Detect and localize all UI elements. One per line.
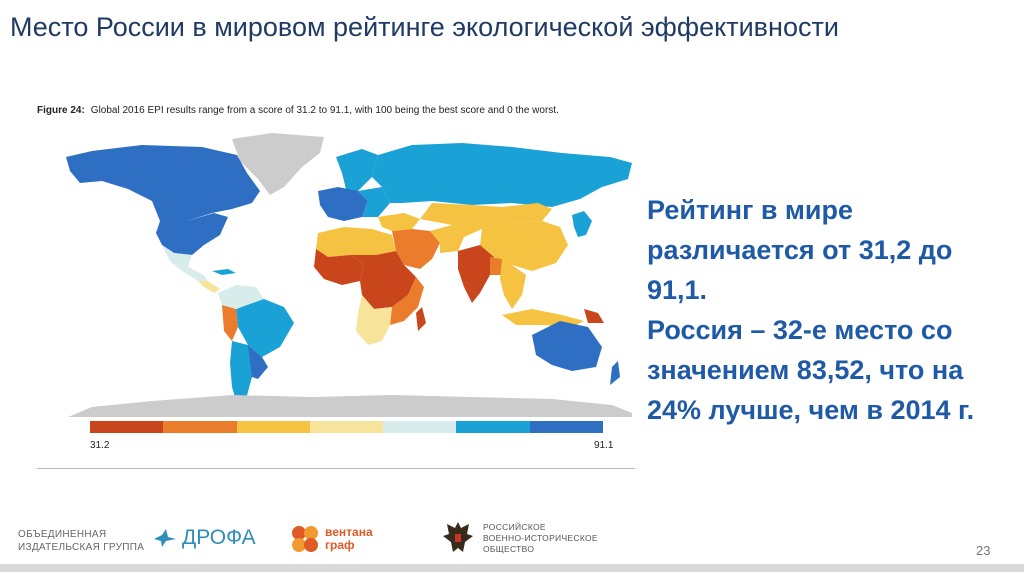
argentina xyxy=(248,345,268,379)
madagascar xyxy=(416,307,426,331)
russia xyxy=(372,143,632,207)
legend-min-label: 31.2 xyxy=(90,440,110,451)
publisher-line2: ИЗДАТЕЛЬСКАЯ ГРУППА xyxy=(18,542,145,553)
ventana-logo: вентана граф xyxy=(290,524,373,554)
legend-swatch xyxy=(529,421,603,433)
summary-russia: Россия – 32-е место со значением 83,52, … xyxy=(647,315,975,425)
color-legend xyxy=(90,421,603,433)
legend-swatch xyxy=(90,421,164,433)
india xyxy=(458,245,494,303)
drofa-text: ДРОФА xyxy=(182,526,256,549)
caribbean xyxy=(212,269,236,275)
rvio-line3: ОБЩЕСТВО xyxy=(483,543,535,554)
scandinavia xyxy=(336,149,378,191)
western-europe xyxy=(318,187,368,221)
legend-swatch xyxy=(456,421,530,433)
world-map xyxy=(66,133,632,417)
southern-africa xyxy=(356,295,392,345)
central-america xyxy=(198,281,220,293)
mexico xyxy=(162,245,208,281)
publisher-line1: ОБЪЕДИНЕННАЯ xyxy=(18,529,107,540)
rvio-line2: ВОЕННО-ИСТОРИЧЕСКОЕ xyxy=(483,532,598,543)
canada xyxy=(66,145,260,221)
antarctica xyxy=(68,395,632,417)
footer-bar xyxy=(0,564,1024,572)
china xyxy=(480,221,568,271)
iran xyxy=(430,225,464,253)
png xyxy=(584,309,604,323)
publisher-name: ОБЪЕДИНЕННАЯ ИЗДАТЕЛЬСКАЯ ГРУППА xyxy=(18,528,144,554)
kazakhstan xyxy=(420,203,502,237)
south-america-west xyxy=(222,305,238,341)
ventana-flower-icon xyxy=(292,526,318,552)
middle-east xyxy=(392,229,440,269)
figure-label: Figure 24: xyxy=(37,105,85,116)
double-headed-eagle-icon xyxy=(443,522,473,552)
legend-max-label: 91.1 xyxy=(594,440,614,451)
rvio-text: РОССИЙСКОЕ ВОЕННО-ИСТОРИЧЕСКОЕ ОБЩЕСТВО xyxy=(483,522,598,555)
australia xyxy=(532,321,602,371)
east-africa xyxy=(390,277,424,325)
rvio-logo: РОССИЙСКОЕ ВОЕННО-ИСТОРИЧЕСКОЕ ОБЩЕСТВО xyxy=(441,518,598,558)
new-zealand xyxy=(610,361,620,385)
rvio-line1: РОССИЙСКОЕ xyxy=(483,521,546,532)
ventana-text: вентана граф xyxy=(325,526,373,552)
korea-japan xyxy=(572,211,592,237)
figure-bottom-rule xyxy=(37,468,635,469)
west-africa xyxy=(314,249,364,285)
summary-range: Рейтинг в мире различается от 31,2 до 91… xyxy=(647,195,953,305)
usa xyxy=(156,213,228,255)
epi-figure: Figure 24: Global 2016 EPI results range … xyxy=(32,95,635,473)
ventana-line2: граф xyxy=(325,538,355,552)
drofa-logo: ДРОФА xyxy=(152,526,256,550)
southeast-asia xyxy=(500,259,526,309)
mongolia xyxy=(502,203,552,223)
north-africa xyxy=(316,227,396,257)
ventana-line1: вентана xyxy=(325,525,373,539)
legend-swatch xyxy=(383,421,457,433)
legend-swatch xyxy=(309,421,384,433)
footer: ОБЪЕДИНЕННАЯ ИЗДАТЕЛЬСКАЯ ГРУППА ДРОФА в… xyxy=(0,510,1024,574)
drofa-bird-icon xyxy=(154,529,176,547)
south-america-north xyxy=(218,285,264,309)
legend-swatch xyxy=(236,421,310,433)
central-africa xyxy=(350,251,416,309)
eastern-europe xyxy=(358,187,390,217)
figure-caption: Figure 24: Global 2016 EPI results range … xyxy=(37,105,559,116)
slide-title: Место России в мировом рейтинге экологич… xyxy=(10,12,839,42)
page-number: 23 xyxy=(976,543,991,558)
figure-caption-text: Global 2016 EPI results range from a sco… xyxy=(90,105,559,116)
legend-swatch xyxy=(163,421,237,433)
summary-text: Рейтинг в мире различается от 31,2 до 91… xyxy=(647,190,1017,430)
turkey-caucasus xyxy=(378,213,420,231)
greenland xyxy=(232,133,324,195)
brazil xyxy=(236,299,294,357)
south-asia-east xyxy=(490,257,502,275)
